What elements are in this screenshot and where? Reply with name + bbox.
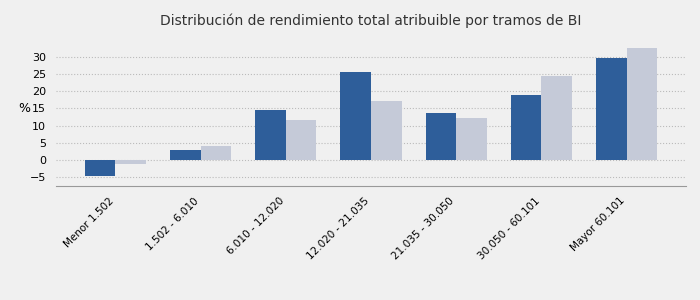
Bar — [626, 48, 657, 160]
Bar — [286, 120, 316, 160]
Bar — [85, 160, 116, 176]
Bar — [542, 76, 572, 160]
Bar — [116, 160, 146, 164]
Bar — [255, 110, 286, 160]
Bar — [340, 71, 371, 160]
Y-axis label: %: % — [18, 101, 31, 115]
Bar — [456, 118, 487, 160]
Bar — [200, 146, 231, 160]
Bar — [371, 101, 402, 160]
Bar — [426, 113, 456, 160]
Bar — [596, 58, 626, 160]
Title: Distribución de rendimiento total atribuible por tramos de BI: Distribución de rendimiento total atribu… — [160, 14, 582, 28]
Bar — [511, 94, 542, 160]
Bar — [170, 151, 200, 160]
